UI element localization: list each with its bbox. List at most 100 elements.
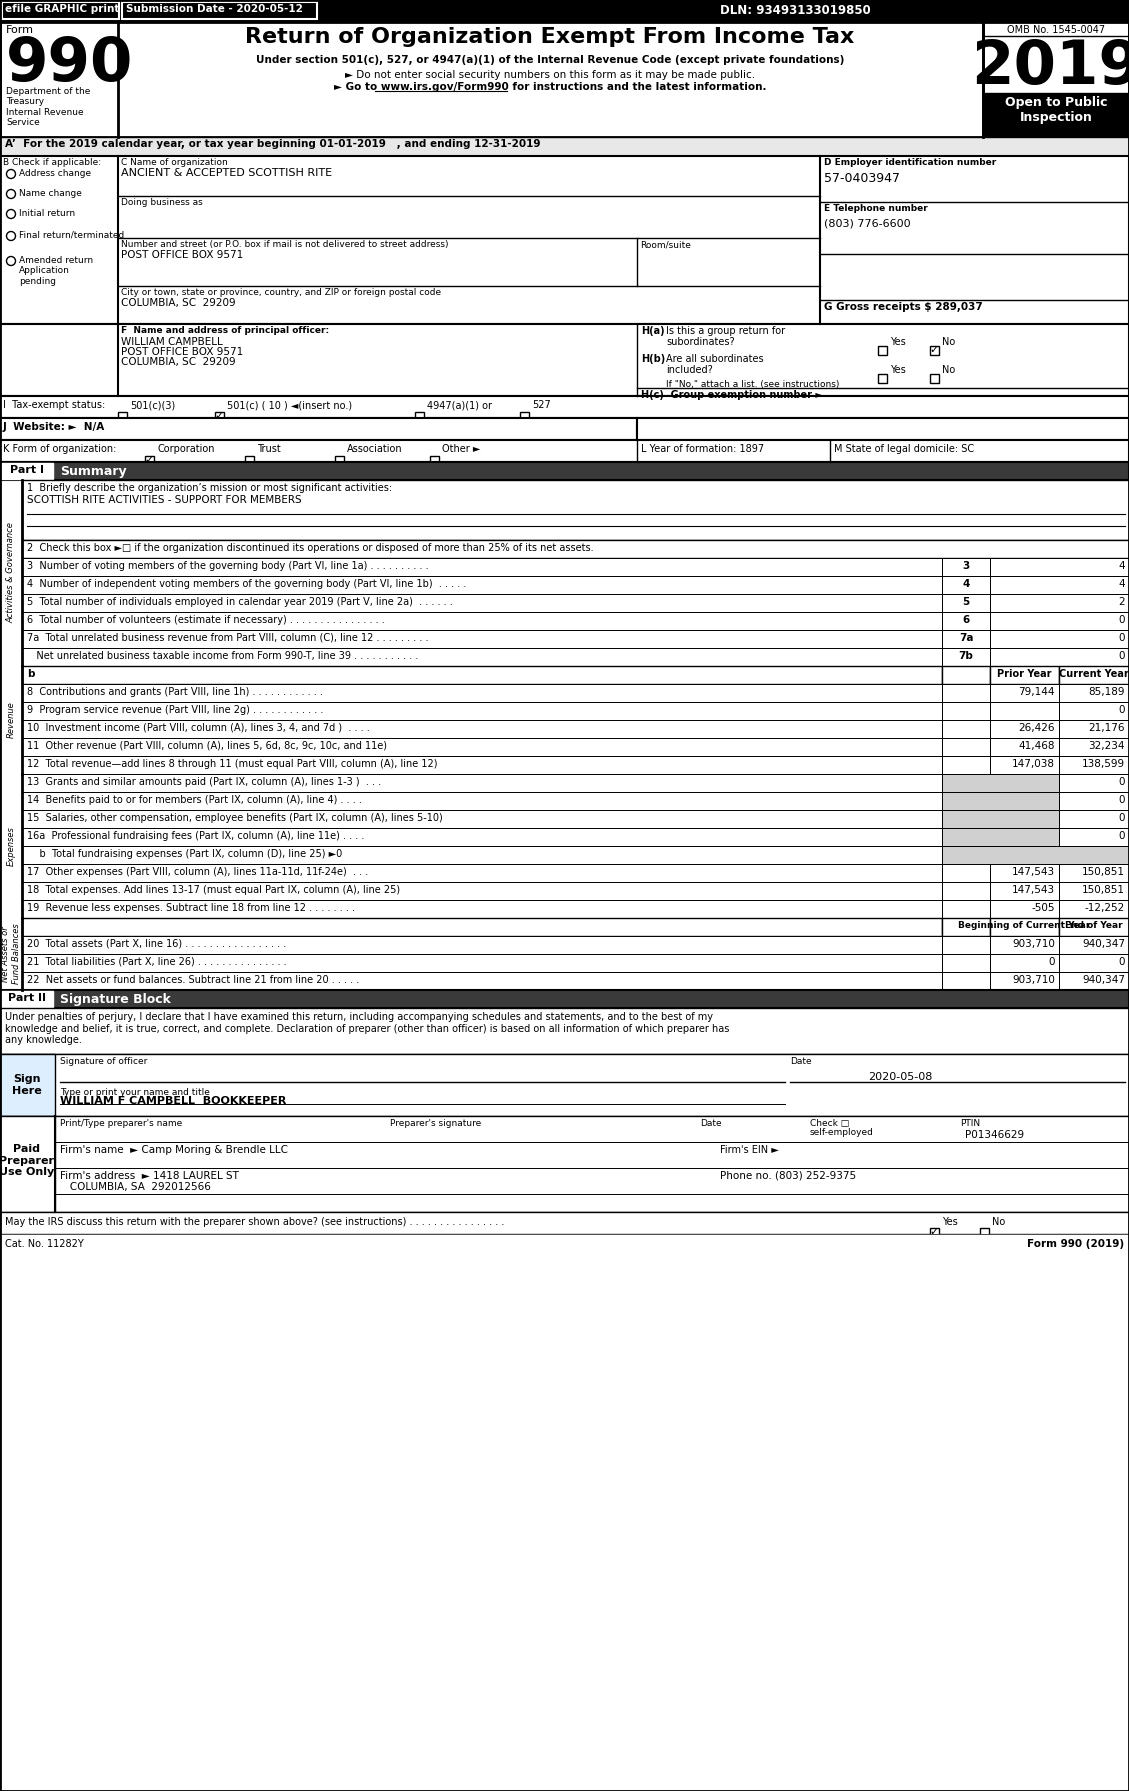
Text: 0: 0 <box>1119 777 1124 786</box>
Text: 5: 5 <box>962 596 970 607</box>
Bar <box>520 412 530 421</box>
Bar <box>0 990 1129 1008</box>
Text: 7a: 7a <box>959 632 973 643</box>
Bar <box>990 666 1059 684</box>
Bar <box>21 810 942 827</box>
Text: D Employer identification number: D Employer identification number <box>824 158 996 167</box>
Text: 5  Total number of individuals employed in calendar year 2019 (Part V, line 2a) : 5 Total number of individuals employed i… <box>27 596 453 607</box>
Bar <box>942 738 990 756</box>
Bar <box>990 577 1129 595</box>
Bar <box>980 1229 989 1238</box>
Bar <box>0 156 1129 324</box>
Bar <box>942 666 990 684</box>
Text: Activities & Governance: Activities & Governance <box>7 523 16 623</box>
Text: Address change: Address change <box>19 168 91 177</box>
Text: Under section 501(c), 527, or 4947(a)(1) of the Internal Revenue Code (except pr: Under section 501(c), 527, or 4947(a)(1)… <box>256 56 844 64</box>
Text: 4: 4 <box>1119 561 1124 571</box>
Bar <box>1059 955 1129 973</box>
Bar <box>21 559 942 577</box>
Bar <box>1059 901 1129 919</box>
Text: 0: 0 <box>1119 614 1124 625</box>
Bar <box>990 881 1059 901</box>
Bar <box>21 720 942 738</box>
Text: If "No," attach a list. (see instructions): If "No," attach a list. (see instruction… <box>666 380 839 389</box>
Text: 21  Total liabilities (Part X, line 26) . . . . . . . . . . . . . . .: 21 Total liabilities (Part X, line 26) .… <box>27 956 287 967</box>
Bar <box>942 774 1059 792</box>
Bar <box>0 21 1129 136</box>
Text: Association: Association <box>347 444 403 453</box>
Bar <box>930 346 939 355</box>
Text: 147,543: 147,543 <box>1012 867 1054 878</box>
Text: 14  Benefits paid to or for members (Part IX, column (A), line 4) . . . .: 14 Benefits paid to or for members (Part… <box>27 795 362 804</box>
Bar <box>1059 720 1129 738</box>
Bar <box>21 648 942 666</box>
Bar <box>1059 666 1129 684</box>
Text: ✓: ✓ <box>215 412 225 421</box>
Text: A’  For the 2019 calendar year, or tax year beginning 01-01-2019   , and ending : A’ For the 2019 calendar year, or tax ye… <box>5 140 541 149</box>
Text: 0: 0 <box>1119 650 1124 661</box>
Text: Part I: Part I <box>10 466 44 475</box>
Bar <box>1059 863 1129 881</box>
Bar <box>942 648 990 666</box>
Text: Yes: Yes <box>890 365 905 374</box>
Text: POST OFFICE BOX 9571: POST OFFICE BOX 9571 <box>121 347 243 356</box>
Text: COLUMBIA, SA  292012566: COLUMBIA, SA 292012566 <box>60 1182 211 1193</box>
Text: Firm's EIN ►: Firm's EIN ► <box>720 1144 779 1155</box>
Bar <box>21 881 942 901</box>
Text: Firm's address  ► 1418 LAUREL ST: Firm's address ► 1418 LAUREL ST <box>60 1171 239 1180</box>
Bar <box>0 417 637 441</box>
Text: 12  Total revenue—add lines 8 through 11 (must equal Part VIII, column (A), line: 12 Total revenue—add lines 8 through 11 … <box>27 759 438 768</box>
Text: Part II: Part II <box>8 992 46 1003</box>
Text: Yes: Yes <box>942 1218 957 1227</box>
Text: 10  Investment income (Part VIII, column (A), lines 3, 4, and 7d )  . . . .: 10 Investment income (Part VIII, column … <box>27 724 370 733</box>
Text: 147,543: 147,543 <box>1012 885 1054 896</box>
Bar <box>335 457 344 466</box>
Text: ► Do not enter social security numbers on this form as it may be made public.: ► Do not enter social security numbers o… <box>345 70 755 81</box>
Text: Net Assets or
Fund Balances: Net Assets or Fund Balances <box>1 924 20 985</box>
Text: 85,189: 85,189 <box>1088 688 1124 697</box>
Bar <box>930 374 939 383</box>
Text: Summary: Summary <box>60 466 126 478</box>
Text: Signature of officer: Signature of officer <box>60 1057 148 1066</box>
Bar <box>0 324 1129 396</box>
Text: 2  Check this box ►□ if the organization discontinued its operations or disposed: 2 Check this box ►□ if the organization … <box>27 543 594 553</box>
Bar <box>990 756 1059 774</box>
Bar <box>145 457 154 466</box>
Bar <box>930 1229 939 1238</box>
Bar <box>21 792 942 810</box>
Text: 57-0403947: 57-0403947 <box>824 172 900 184</box>
Text: Beginning of Current Year: Beginning of Current Year <box>957 921 1091 930</box>
Bar <box>0 1213 1129 1234</box>
Text: 4  Number of independent voting members of the governing body (Part VI, line 1b): 4 Number of independent voting members o… <box>27 578 466 589</box>
Text: Is this a group return for: Is this a group return for <box>666 326 785 337</box>
Bar <box>990 595 1129 613</box>
Bar <box>1059 702 1129 720</box>
Text: 940,347: 940,347 <box>1082 974 1124 985</box>
Text: 527: 527 <box>532 399 551 410</box>
Text: COLUMBIA, SC  29209: COLUMBIA, SC 29209 <box>121 297 236 308</box>
Text: 147,038: 147,038 <box>1012 759 1054 768</box>
Bar <box>21 955 942 973</box>
Bar <box>1059 738 1129 756</box>
Bar <box>990 559 1129 577</box>
Text: L Year of formation: 1897: L Year of formation: 1897 <box>641 444 764 453</box>
Text: Type or print your name and title: Type or print your name and title <box>60 1087 210 1098</box>
Text: 15  Salaries, other compensation, employee benefits (Part IX, column (A), lines : 15 Salaries, other compensation, employe… <box>27 813 443 824</box>
Text: included?: included? <box>666 365 712 374</box>
Text: Initial return: Initial return <box>19 210 76 219</box>
Text: b: b <box>27 670 35 679</box>
Text: Firm's name  ► Camp Moring & Brendle LLC: Firm's name ► Camp Moring & Brendle LLC <box>60 1144 288 1155</box>
Bar <box>21 756 942 774</box>
Bar <box>21 630 942 648</box>
Bar <box>983 93 1129 136</box>
Bar <box>990 684 1059 702</box>
Bar <box>21 541 1129 559</box>
Text: Date: Date <box>790 1057 812 1066</box>
Text: 0: 0 <box>1119 632 1124 643</box>
Text: Current Year: Current Year <box>1059 670 1129 679</box>
Text: Trust: Trust <box>257 444 281 453</box>
Text: WILLIAM F CAMPBELL  BOOKKEEPER: WILLIAM F CAMPBELL BOOKKEEPER <box>60 1096 287 1107</box>
Text: ✓: ✓ <box>930 346 939 355</box>
Text: WILLIAM CAMPBELL: WILLIAM CAMPBELL <box>121 337 222 347</box>
Bar <box>878 374 887 383</box>
